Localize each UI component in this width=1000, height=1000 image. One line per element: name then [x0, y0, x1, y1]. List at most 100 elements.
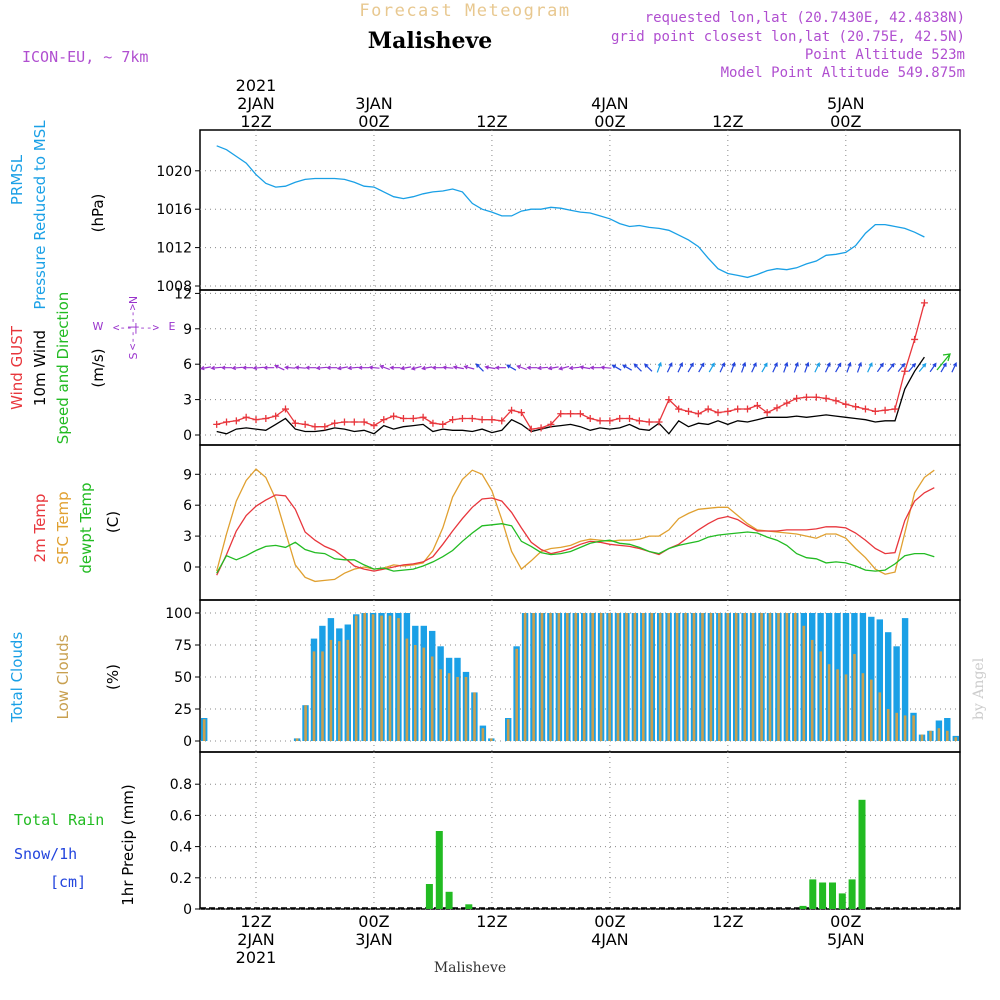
gust-marker — [468, 414, 476, 422]
low-cloud-bar — [912, 715, 915, 741]
low-cloud-bar — [785, 613, 789, 741]
gust-marker — [350, 418, 358, 426]
gust-marker — [409, 414, 417, 422]
wind-direction-arrow — [452, 365, 464, 370]
low-cloud-bar — [574, 613, 578, 741]
wind-direction-arrow — [526, 365, 538, 370]
low-cloud-bar — [616, 613, 620, 741]
y-tick-label: 6 — [183, 498, 192, 514]
low-cloud-bar — [751, 613, 755, 741]
compass-ns-arrow: <--|--> — [126, 303, 139, 350]
clouds-unit: (%) — [104, 664, 122, 690]
low-cloud-bar — [810, 639, 814, 741]
wind-direction-arrow — [262, 365, 275, 370]
temp-2m-label: 2m Temp — [31, 494, 49, 563]
requested-point: requested lon,lat (20.7430E, 42.4838N) — [645, 10, 965, 26]
rain-bar — [858, 799, 866, 909]
gust-marker — [773, 404, 781, 412]
gust-marker — [871, 407, 879, 415]
top-time-label: 2021 — [236, 76, 277, 95]
low-cloud-bar — [321, 651, 324, 741]
wind-direction-arrow — [431, 365, 443, 370]
wind-direction-arrow — [315, 365, 327, 371]
gust-marker — [321, 423, 329, 431]
total-rain-label: Total Rain — [14, 811, 104, 829]
pressure-label: Pressure Reduced to MSL — [31, 120, 49, 310]
low-cloud-bar — [532, 613, 535, 741]
wind-direction-arrow — [897, 362, 906, 372]
y-tick-label: 0 — [183, 734, 192, 750]
low-cloud-bar — [827, 664, 831, 741]
wind-direction-arrow — [463, 365, 475, 370]
wind-direction-arrow — [867, 362, 873, 373]
wind-direction-arrow — [708, 362, 715, 373]
footer-station: Malisheve — [434, 960, 506, 976]
low-cloud-bar — [473, 692, 476, 741]
wind-direction-arrow — [241, 365, 254, 370]
low-cloud-bar — [701, 613, 704, 741]
pressure-label: PRMSL — [8, 154, 26, 205]
product-title: Forecast Meteogram — [359, 1, 570, 21]
low-cloud-bar — [582, 613, 586, 741]
rain-bar — [819, 882, 827, 909]
low-cloud-bar — [802, 625, 806, 741]
low-clouds-label: Low Clouds — [54, 634, 72, 719]
top-time-label: 00Z — [830, 112, 861, 131]
wind-direction-arrow — [719, 362, 726, 373]
bottom-time-label: 00Z — [358, 912, 389, 931]
pressure-panel: 1008 1012 1016 1020 — [156, 129, 961, 295]
rain-bar — [465, 904, 473, 909]
y-tick-label: 1016 — [156, 202, 192, 218]
low-cloud-bar — [414, 645, 417, 741]
y-tick-label: 0.2 — [170, 871, 192, 887]
gust-marker — [498, 417, 506, 425]
gust-marker — [616, 414, 624, 422]
pressure-line — [216, 145, 925, 279]
gust-marker — [242, 413, 250, 421]
total-cloud-bar — [893, 646, 900, 741]
low-cloud-bar — [734, 613, 738, 741]
gust-marker — [488, 416, 496, 424]
total-cloud-bar — [876, 619, 883, 741]
low-cloud-bar — [549, 613, 552, 741]
wind-direction-arrow — [600, 365, 612, 370]
top-time-label: 12Z — [476, 112, 507, 131]
gust-marker — [439, 420, 447, 428]
gust-marker — [557, 410, 565, 418]
low-cloud-bar — [937, 728, 941, 741]
gust-marker — [901, 367, 909, 375]
rain-bar — [829, 882, 836, 909]
rain-bar — [809, 879, 817, 909]
low-cloud-bar — [794, 613, 797, 741]
wind-direction-arrow — [326, 365, 338, 370]
top-time-label: 00Z — [358, 112, 389, 131]
wind-direction-arrow — [536, 365, 549, 371]
gust-marker — [311, 423, 319, 431]
gust-marker — [527, 425, 535, 433]
low-cloud-bar — [844, 674, 848, 741]
low-cloud-bar — [684, 613, 687, 741]
gust-marker — [232, 417, 240, 425]
temperature-panel: 0 3 6 9 — [183, 444, 961, 601]
gust-marker — [694, 410, 702, 418]
gust-marker — [763, 409, 771, 417]
gust-marker — [842, 400, 850, 408]
gust-marker — [370, 422, 378, 430]
y-tick-label: 0.8 — [170, 777, 192, 793]
gust-marker — [331, 419, 339, 427]
wind-direction-arrow — [633, 363, 642, 372]
gust-marker — [429, 419, 437, 427]
bottom-time-label: 5JAN — [827, 930, 865, 949]
bottom-time-label: 12Z — [476, 912, 507, 931]
wind-direction-arrow — [940, 362, 947, 373]
low-cloud-bar — [456, 677, 459, 741]
gust-marker — [852, 403, 860, 411]
gust-marker — [547, 420, 555, 428]
wind-direction-arrow — [876, 362, 884, 373]
wind-direction-arrow — [231, 365, 243, 371]
wind-direction-arrow — [494, 365, 506, 370]
rain-bar — [799, 905, 807, 909]
y-tick-label: 6 — [183, 357, 192, 373]
